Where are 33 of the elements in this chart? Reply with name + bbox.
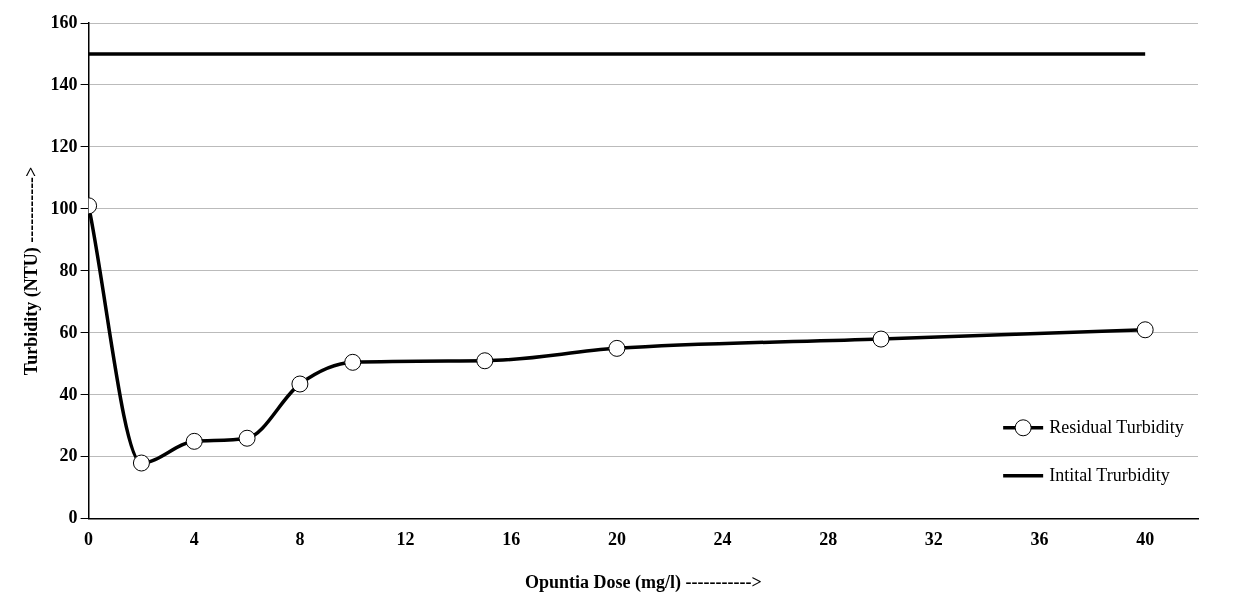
y-tick-label: 120 [50,135,78,156]
x-tick-label: 36 [1030,529,1049,550]
point [476,352,494,370]
y-tick-label: 60 [59,321,78,342]
x-tick-label: 20 [607,529,626,550]
legend-label: Residual Turbidity [1049,416,1184,437]
x-tick-label: 12 [396,529,415,550]
x-axis-title: Opuntia Dose (mg/l) -----------> [524,571,762,593]
x-tick-label: 4 [189,529,199,550]
x-tick-label: 28 [819,529,838,550]
y-tick-label: 140 [50,73,78,94]
x-tick-label: 32 [924,529,943,550]
point [132,454,150,472]
x-tick-label: 24 [713,529,732,550]
point [185,432,203,450]
y-tick-label: 80 [59,259,78,280]
y-tick-label: 40 [59,383,78,404]
y-axis-title: Turbidity (NTU) -----------> [21,166,43,376]
x-tick-label: 8 [295,529,305,550]
x-tick-label: 40 [1136,529,1155,550]
point [344,353,362,371]
y-tick-label: 160 [50,11,78,32]
y-tick-label: 0 [68,507,78,528]
point [291,375,309,393]
point [1136,321,1154,339]
x-tick-label: 0 [84,529,94,550]
point [872,330,890,348]
y-tick-label: 100 [50,197,78,218]
y-tick-label: 20 [59,445,78,466]
x-tick-label: 16 [502,529,521,550]
point [238,429,256,447]
point [608,339,626,357]
legend-label: Intital Trurbidity [1049,464,1170,485]
